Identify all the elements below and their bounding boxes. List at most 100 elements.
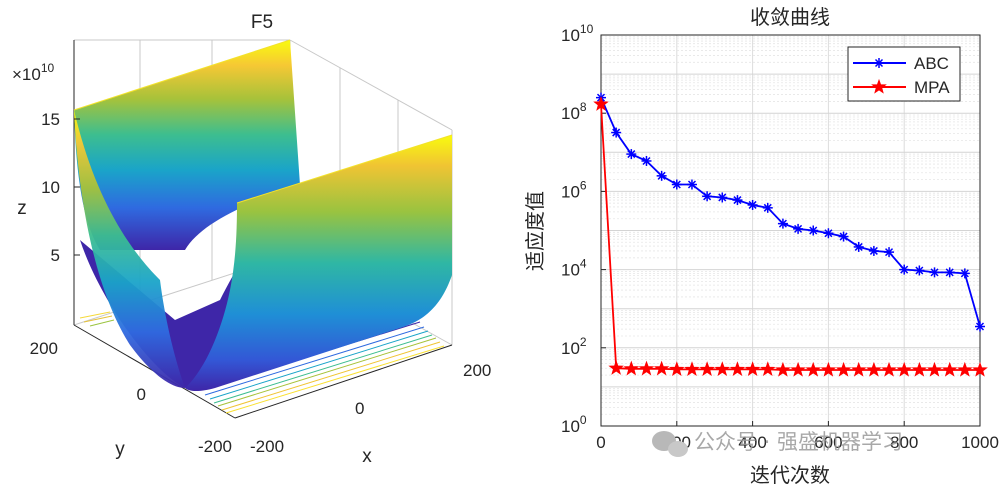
marker-stroke	[900, 265, 909, 274]
data-point-abc	[959, 268, 970, 279]
plot-frame	[600, 34, 981, 427]
marker-stroke	[975, 322, 985, 331]
data-point-mpa	[957, 361, 973, 377]
data-point-mpa	[684, 361, 700, 377]
data-point-abc	[838, 231, 849, 242]
wechat-logo-icon	[652, 431, 688, 457]
z-axis-label: z	[17, 198, 27, 219]
surface-left-curve	[74, 110, 185, 388]
surface-right-wall	[185, 135, 452, 391]
chart-title: F5	[251, 12, 273, 33]
data-point-abc	[656, 170, 667, 181]
data-point-mpa	[805, 361, 822, 377]
marker-stroke	[687, 180, 696, 189]
data-point-mpa	[911, 361, 928, 377]
y-tick-label: 0	[137, 385, 146, 404]
data-point-mpa	[623, 360, 640, 376]
z-axis-ticks	[74, 118, 80, 256]
grid-lines	[600, 35, 981, 427]
data-point-mpa	[593, 96, 609, 111]
surface-top-edge-back	[73, 39, 291, 111]
data-point-mpa	[653, 360, 670, 376]
data-point-abc	[929, 267, 940, 278]
x-axis-label: 迭代次数	[750, 463, 830, 486]
surface-back-wall	[74, 40, 300, 250]
z-tick-label: 5	[51, 246, 60, 265]
data-point-abc	[914, 265, 925, 276]
legend-label-abc: ABC	[914, 54, 949, 73]
data-point-mpa	[896, 361, 913, 377]
marker-stroke	[915, 266, 924, 275]
marker-stroke	[874, 58, 884, 68]
data-point-mpa	[714, 361, 731, 377]
data-point-abc	[686, 179, 697, 190]
y-tick-label: -200	[198, 437, 232, 456]
data-point-mpa	[881, 361, 897, 377]
data-point-mpa	[668, 361, 685, 377]
z-exponent-multiplier: ×1010	[12, 61, 55, 84]
data-point-mpa	[941, 361, 958, 377]
marker-stroke	[718, 193, 727, 202]
marker-stroke	[748, 200, 757, 209]
data-point-abc	[884, 247, 895, 258]
marker-stroke	[839, 232, 848, 241]
data-point-mpa	[775, 361, 791, 377]
z-tick-label: 10	[41, 178, 60, 197]
data-point-mpa	[608, 360, 624, 375]
y-axis-ticks: 100 102 104 106 108 1010	[561, 22, 606, 436]
marker-stroke	[733, 196, 742, 205]
data-point-abc	[868, 245, 879, 256]
data-point-abc	[853, 241, 864, 252]
data-point-mpa	[835, 361, 852, 377]
y-axis-label: 适应度值	[523, 191, 547, 271]
legend: ABC MPA	[847, 46, 961, 102]
marker-stroke	[945, 268, 954, 277]
legend-marker-mpa	[871, 78, 887, 94]
x-tick-label: 200	[463, 361, 491, 380]
chart-title: 收敛曲线	[750, 5, 830, 29]
marker-stroke	[854, 242, 863, 251]
data-point-abc	[732, 195, 743, 206]
y-tick-label: 108	[561, 100, 587, 123]
legend-marker-abc	[874, 58, 884, 68]
data-point-mpa	[759, 361, 776, 377]
data-point-abc	[975, 321, 985, 332]
data-point-mpa	[850, 361, 867, 377]
surface-top-edge-front	[236, 134, 453, 204]
watermark-text: 公众号 · 强盛机器学习	[694, 430, 903, 454]
data-point-abc	[702, 191, 713, 202]
x-tick-label: 800	[890, 433, 918, 452]
marker-stroke	[763, 203, 772, 212]
marker-stroke	[885, 248, 894, 257]
y-axis-label: y	[115, 439, 125, 460]
z-tick-label: 15	[41, 110, 60, 129]
data-point-abc	[671, 179, 682, 190]
marker-stroke	[930, 268, 939, 277]
y-tick-label: 1010	[561, 22, 594, 45]
marker-stroke	[809, 226, 818, 235]
x-tick-label: -200	[250, 437, 284, 456]
marker-stroke	[778, 219, 787, 228]
marker-stroke	[869, 246, 878, 255]
x-tick-label: 1000	[961, 433, 999, 452]
data-point-mpa	[866, 361, 882, 377]
marker-stroke	[960, 269, 969, 278]
x-tick-label: 400	[738, 433, 766, 452]
data-point-abc	[777, 218, 788, 229]
x-axis-label: x	[362, 446, 372, 467]
data-point-abc	[808, 225, 819, 236]
surface-plot-f5: 5 10 15 ×1010 z 200 0 -200 y -200 0 200 …	[12, 12, 491, 467]
x-tick-label: 0	[355, 399, 364, 418]
data-point-mpa	[699, 361, 715, 377]
legend-marker	[874, 58, 884, 68]
legend-marker	[871, 78, 887, 94]
data-point-mpa	[926, 361, 943, 377]
legend-label-mpa: MPA	[914, 78, 950, 97]
data-point-abc	[626, 149, 637, 160]
data-point-abc	[899, 264, 910, 275]
data-point-abc	[611, 127, 622, 138]
data-point-mpa	[729, 361, 746, 377]
y-tick-label: 106	[561, 178, 587, 201]
data-point-abc	[747, 199, 758, 210]
